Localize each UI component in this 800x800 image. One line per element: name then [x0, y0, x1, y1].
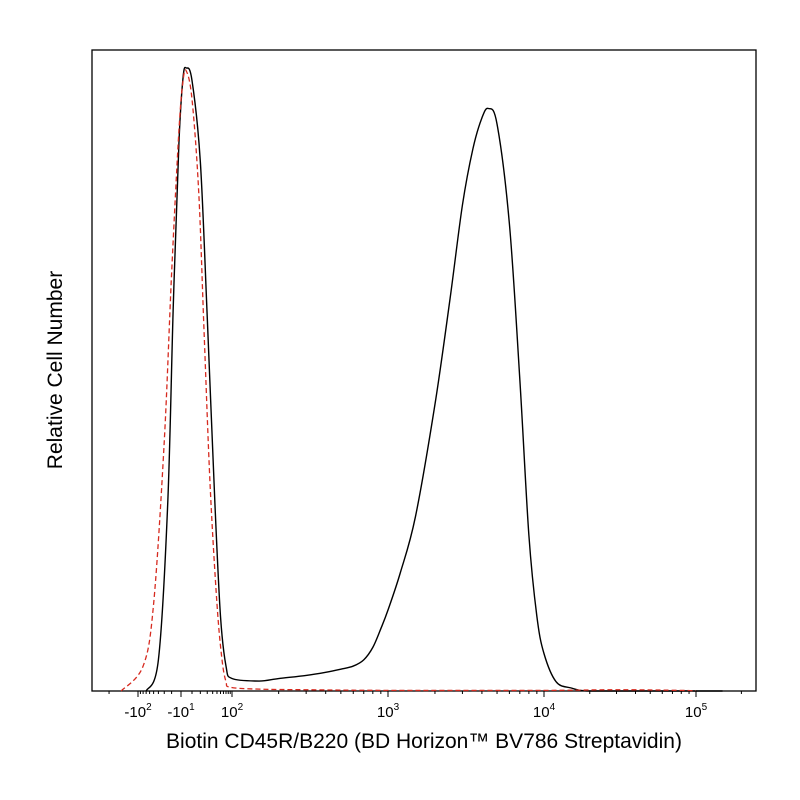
- x-tick-label: -102: [124, 702, 152, 721]
- control-histogram-line: [120, 69, 697, 692]
- plot-frame: [91, 49, 757, 692]
- series-layer: [120, 66, 723, 692]
- x-tick-label: 102: [221, 702, 244, 721]
- x-tick-label: -101: [167, 702, 195, 721]
- x-tick-label: 104: [533, 702, 556, 721]
- y-axis-title: Relative Cell Number: [44, 271, 67, 469]
- x-axis-title: Biotin CD45R/B220 (BD Horizon™ BV786 Str…: [166, 730, 682, 753]
- stained-histogram-line: [145, 66, 723, 692]
- x-tick-label: 103: [377, 702, 400, 721]
- x-tick-label: 105: [685, 702, 708, 721]
- x-axis-ticks: -102 -101 102 103 104 105: [108, 691, 742, 721]
